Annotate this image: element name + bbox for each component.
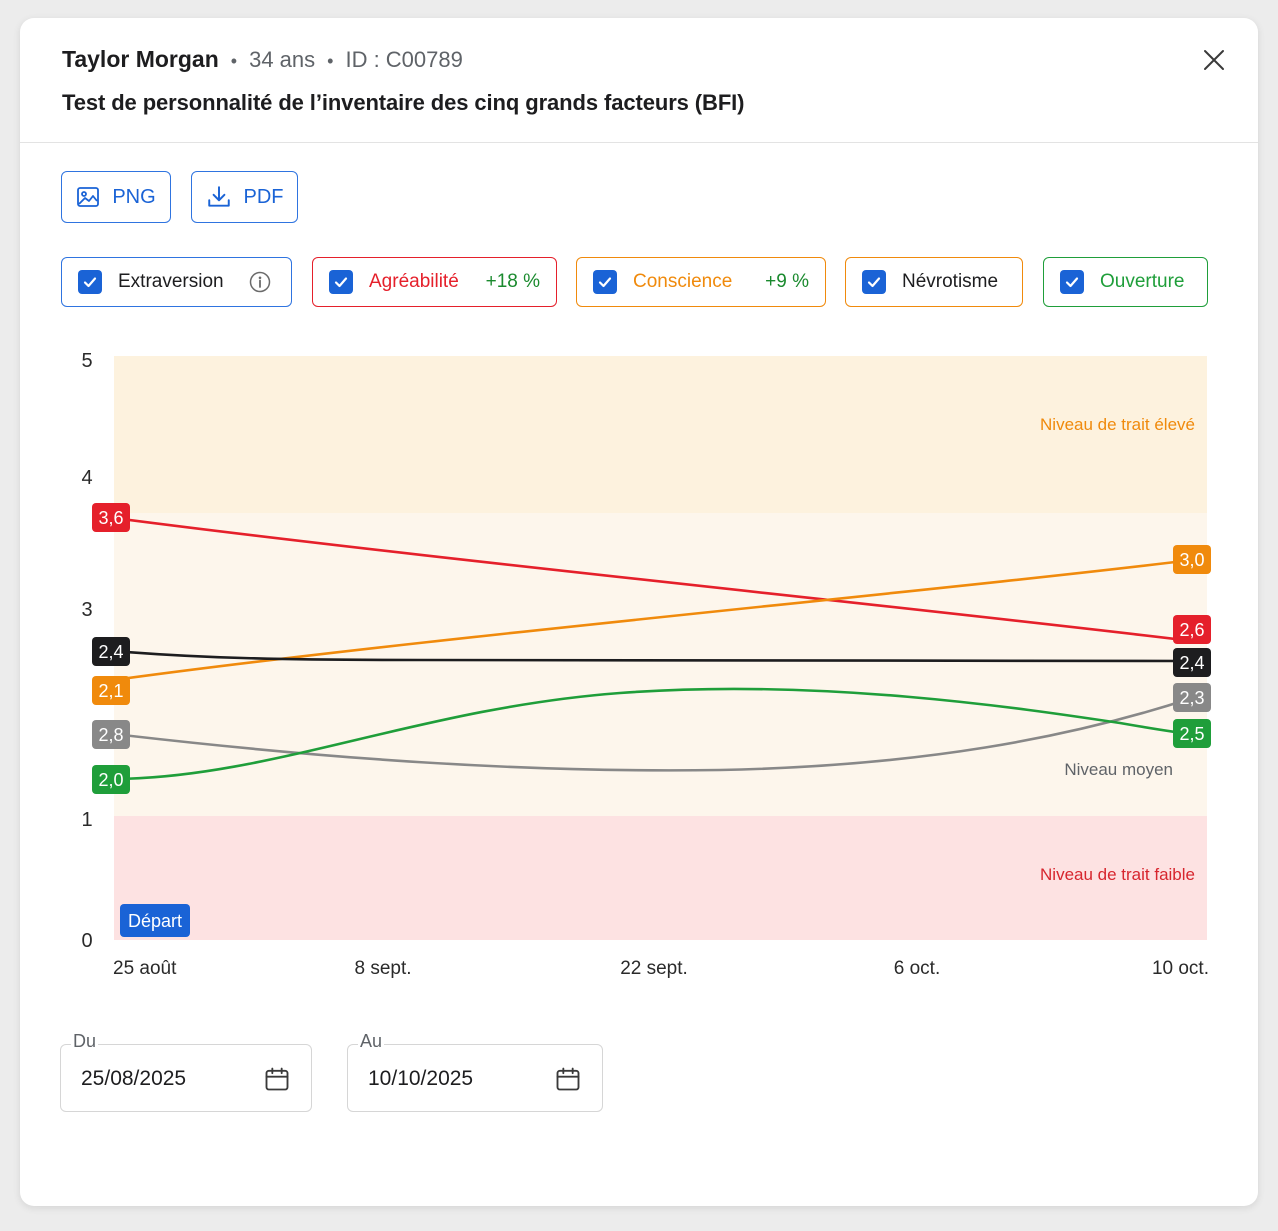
date-to-value[interactable]: 10/10/2025 bbox=[368, 1067, 474, 1090]
y-tick-label: 5 bbox=[81, 350, 92, 372]
modal-header: Taylor Morgan • 34 ans • ID : C00789 Tes… bbox=[20, 18, 1258, 143]
value-badge bbox=[1173, 719, 1211, 748]
x-tick-label: 6 oct. bbox=[894, 958, 940, 979]
date-to-label: Au bbox=[358, 1031, 385, 1052]
start-marker-label: Départ bbox=[128, 911, 182, 931]
x-tick-label: 22 sept. bbox=[620, 958, 688, 979]
patient-age: 34 ans bbox=[249, 47, 316, 72]
checkbox-checked-icon[interactable] bbox=[593, 270, 617, 294]
trait-chip-agréabilité[interactable]: Agréabilité +18 % bbox=[312, 257, 557, 307]
checkbox-checked-icon[interactable] bbox=[329, 270, 353, 294]
calendar-icon[interactable] bbox=[263, 1065, 291, 1093]
trait-label: Névrotisme bbox=[902, 271, 999, 292]
value-badge bbox=[92, 637, 130, 666]
x-tick-label: 10 oct. bbox=[1152, 958, 1209, 979]
bfi-modal: Taylor Morgan • 34 ans • ID : C00789 Tes… bbox=[20, 18, 1258, 1206]
band-low bbox=[114, 816, 1207, 940]
patient-id: ID : C00789 bbox=[345, 47, 463, 72]
trait-delta: +9 % bbox=[765, 271, 809, 292]
trait-chip-conscience[interactable]: Conscience +9 % bbox=[576, 257, 826, 307]
export-png-button[interactable]: PNG bbox=[61, 171, 171, 223]
series-line bbox=[113, 649, 1193, 663]
series-line bbox=[113, 687, 1193, 781]
trait-label: Ouverture bbox=[1100, 271, 1185, 292]
value-label: 2,3 bbox=[1179, 688, 1204, 708]
y-tick-label: 0 bbox=[81, 930, 92, 952]
value-label: 2,5 bbox=[1179, 724, 1204, 744]
band-label: Niveau moyen bbox=[1064, 760, 1173, 779]
value-badge bbox=[1173, 648, 1211, 677]
trait-chip-extraversion[interactable]: Extraversion bbox=[61, 257, 292, 307]
patient-name: Taylor Morgan bbox=[62, 46, 219, 72]
value-badge bbox=[92, 765, 130, 794]
checkbox-checked-icon[interactable] bbox=[1060, 270, 1084, 294]
date-from-field[interactable]: Du 25/08/2025 bbox=[60, 1031, 312, 1112]
value-badge bbox=[1173, 545, 1211, 574]
value-label: 2,6 bbox=[1179, 620, 1204, 640]
band-label: Niveau de trait faible bbox=[1040, 865, 1195, 884]
trait-label: Extraversion bbox=[118, 271, 224, 292]
value-badge bbox=[92, 503, 130, 532]
y-tick-label: 1 bbox=[81, 809, 92, 831]
trait-delta: +18 % bbox=[485, 271, 540, 292]
value-badge bbox=[1173, 683, 1211, 712]
trait-label: Agréabilité bbox=[369, 271, 459, 292]
band-average bbox=[114, 513, 1207, 816]
trait-line-chart: Niveau de trait élevé Niveau moyen Niveau … bbox=[81, 350, 1211, 979]
value-label: 2,4 bbox=[1179, 653, 1204, 673]
x-tick-label: 8 sept. bbox=[354, 958, 411, 979]
value-label: 2,4 bbox=[98, 642, 123, 662]
export-pdf-button[interactable]: PDF bbox=[191, 171, 298, 223]
y-tick-label: 4 bbox=[81, 467, 92, 489]
date-to-field[interactable]: Au 10/10/2025 bbox=[347, 1031, 603, 1112]
band-high bbox=[114, 356, 1207, 513]
x-tick-label: 25 août bbox=[113, 958, 177, 979]
download-icon bbox=[207, 186, 230, 207]
trait-label: Conscience bbox=[633, 271, 733, 292]
close-icon[interactable] bbox=[1202, 48, 1226, 72]
export-png-label: PNG bbox=[112, 185, 156, 208]
date-from-value[interactable]: 25/08/2025 bbox=[81, 1067, 187, 1090]
value-label: 3,6 bbox=[98, 508, 123, 528]
value-label: 2,1 bbox=[98, 681, 123, 701]
calendar-icon[interactable] bbox=[554, 1065, 582, 1093]
value-label: 2,0 bbox=[98, 770, 123, 790]
value-badge bbox=[92, 720, 130, 749]
checkbox-checked-icon[interactable] bbox=[78, 270, 102, 294]
y-tick-label: 3 bbox=[81, 599, 92, 621]
series-line bbox=[113, 516, 1193, 643]
checkbox-checked-icon[interactable] bbox=[862, 270, 886, 294]
value-label: 3,0 bbox=[1179, 550, 1204, 570]
value-label: 2,8 bbox=[98, 725, 123, 745]
patient-info: Taylor Morgan • 34 ans • ID : C00789 bbox=[62, 46, 463, 73]
separator-dot: • bbox=[230, 51, 238, 71]
trait-chip-ouverture[interactable]: Ouverture bbox=[1043, 257, 1208, 307]
value-badge bbox=[1173, 615, 1211, 644]
series-line bbox=[113, 558, 1193, 682]
separator-dot: • bbox=[327, 51, 334, 71]
info-icon[interactable] bbox=[249, 271, 271, 293]
band-label: Niveau de trait élevé bbox=[1040, 415, 1195, 434]
test-title: Test de personnalité de l’inventaire des… bbox=[62, 90, 745, 115]
trait-chip-névrotisme[interactable]: Névrotisme bbox=[845, 257, 1023, 307]
value-badge bbox=[92, 676, 130, 705]
start-marker bbox=[120, 904, 190, 937]
export-pdf-label: PDF bbox=[243, 185, 284, 208]
date-from-label: Du bbox=[71, 1031, 99, 1052]
image-icon bbox=[77, 187, 100, 207]
